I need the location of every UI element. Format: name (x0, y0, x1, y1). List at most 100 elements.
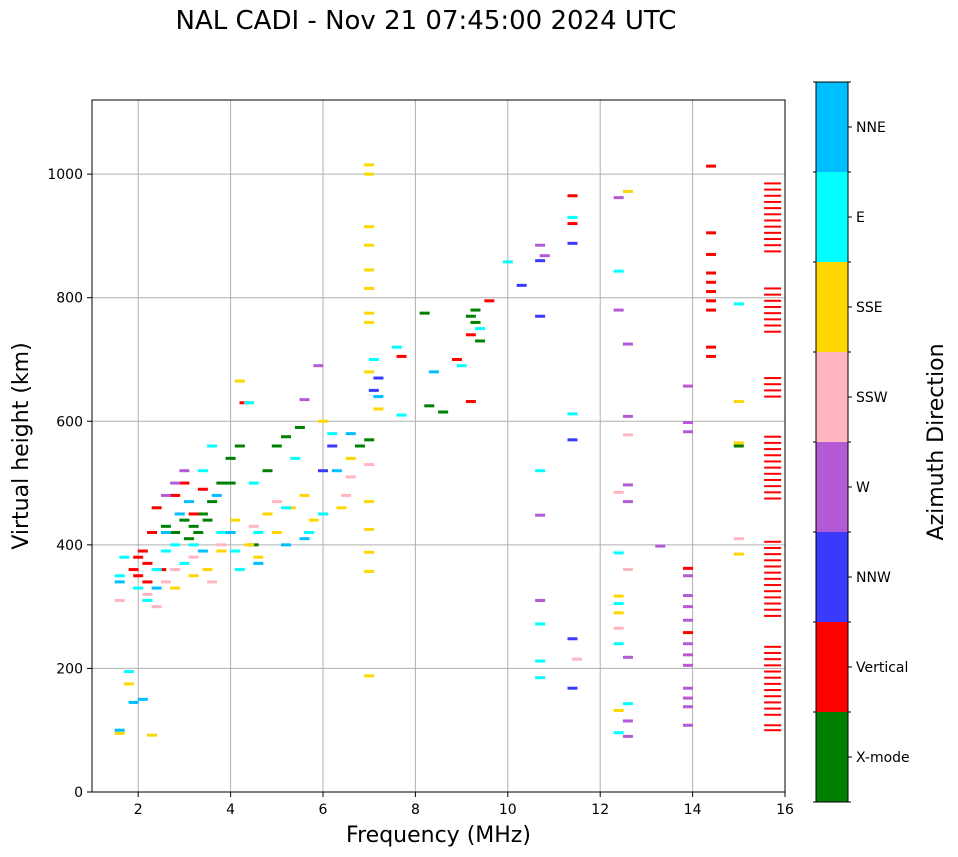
data-point-vertical (706, 290, 717, 294)
data-point-sse (170, 586, 181, 590)
data-point-vertical (764, 250, 782, 253)
data-point-w (622, 414, 633, 418)
data-point-nne (137, 697, 148, 701)
data-point-w (655, 544, 666, 548)
data-point-sse (271, 531, 282, 534)
data-point-nnw (567, 637, 578, 641)
data-point-nnw (567, 438, 578, 442)
data-point-vertical (764, 478, 782, 481)
data-point-vertical (706, 280, 717, 284)
data-point-w (682, 594, 693, 598)
data-point-e (197, 469, 208, 473)
data-point-nne (197, 549, 208, 553)
data-point-e (502, 260, 513, 264)
data-point-vertical (147, 531, 158, 534)
data-point-w (622, 500, 633, 504)
data-point-sse (188, 574, 199, 578)
colorbar-segment-w (816, 442, 848, 532)
data-point-vertical (764, 497, 782, 500)
data-point-e (281, 506, 292, 510)
data-point-e (119, 555, 130, 559)
data-point-vertical (764, 608, 782, 611)
data-point-sse (364, 527, 375, 531)
data-point-w (682, 605, 693, 609)
data-point-vertical (451, 358, 462, 361)
data-point-sse (622, 189, 633, 193)
data-point-vertical (764, 724, 782, 727)
data-point-nne (331, 469, 342, 473)
data-point-vertical (764, 330, 782, 333)
data-marks (114, 163, 782, 738)
data-point-x-mode (470, 308, 481, 312)
data-point-x-mode (179, 518, 190, 522)
data-point-sse (147, 733, 158, 737)
data-point-nnw (567, 686, 578, 690)
data-point-vertical (764, 571, 782, 574)
x-tick-label: 14 (684, 802, 702, 818)
data-point-e (318, 512, 328, 516)
data-point-w (682, 653, 693, 657)
data-point-w (622, 655, 633, 659)
chart-title: NAL CADI - Nov 21 07:45:00 2024 UTC (175, 6, 677, 36)
data-point-ssw (345, 475, 356, 479)
data-point-vertical (465, 333, 476, 337)
x-tick-label: 2 (134, 802, 143, 818)
data-point-nne (114, 728, 125, 732)
data-point-vertical (764, 182, 782, 185)
x-tick-label: 12 (591, 802, 609, 818)
data-point-nnw (318, 469, 328, 473)
data-point-sse (123, 682, 134, 686)
data-point-vertical (764, 614, 782, 617)
data-point-vertical (764, 651, 782, 654)
colorbar-segment-vertical (816, 622, 848, 712)
data-point-vertical (682, 566, 693, 570)
data-point-vertical (179, 481, 190, 485)
data-point-vertical (764, 441, 782, 444)
data-point-vertical (764, 383, 782, 386)
data-point-x-mode (354, 444, 365, 448)
data-point-x-mode (271, 444, 282, 448)
colorbar-label: W (856, 480, 870, 496)
data-point-w (682, 723, 693, 727)
data-point-vertical (465, 400, 476, 404)
data-point-vertical (764, 565, 782, 568)
plot-frame (91, 99, 786, 793)
data-point-e (613, 731, 624, 735)
data-point-e (567, 412, 578, 416)
grid-lines (92, 100, 786, 793)
data-point-vertical (764, 460, 782, 463)
data-point-w (535, 598, 546, 602)
colorbar-label: E (856, 210, 865, 226)
data-point-w (299, 398, 310, 402)
data-point-nne (281, 543, 292, 547)
data-point-e (475, 327, 486, 331)
data-point-sse (345, 456, 356, 460)
data-point-vertical (764, 324, 782, 327)
data-point-x-mode (216, 481, 227, 485)
data-point-w (682, 384, 693, 388)
data-point-sse (364, 320, 375, 324)
data-point-ssw (207, 580, 218, 584)
data-point-vertical (764, 207, 782, 210)
data-point-nne (160, 531, 171, 534)
data-point-e (391, 345, 402, 349)
data-point-w (613, 308, 624, 312)
x-tick-label: 6 (319, 802, 328, 818)
data-point-vertical (133, 574, 144, 578)
data-point-w (682, 574, 693, 578)
data-point-e (142, 598, 153, 602)
colorbar-frame (815, 81, 849, 803)
data-point-vertical (764, 200, 782, 203)
data-point-vertical (764, 485, 782, 488)
data-point-nnw (368, 388, 379, 392)
data-point-sse (253, 555, 264, 559)
data-point-ssw (188, 555, 199, 559)
colorbar: X-mode Vertical NNW W SSW SSE E NNE Azimuth Dire… (813, 81, 949, 803)
data-point-sse (613, 611, 624, 615)
data-point-e (368, 358, 379, 361)
data-point-vertical (706, 299, 717, 303)
data-point-sse (364, 225, 375, 229)
colorbar-label: Vertical (856, 660, 908, 676)
data-point-vertical (764, 689, 782, 692)
data-point-sse (733, 552, 744, 556)
